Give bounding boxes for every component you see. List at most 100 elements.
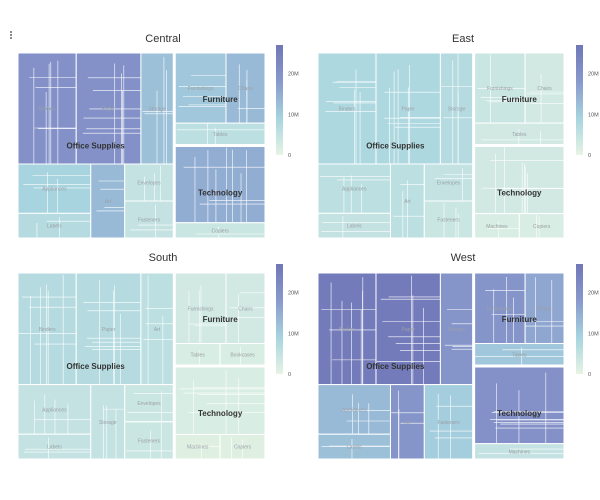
subcategory-label: Labels — [347, 445, 362, 451]
panel-title: Central — [145, 33, 180, 45]
legend-gradient-bar — [276, 264, 283, 374]
subcategory-label: Tables — [512, 132, 527, 138]
category-technology: Machines Technology — [474, 366, 565, 460]
legend-tick-label: 20M — [588, 291, 599, 297]
subcategory-label: Labels — [47, 224, 62, 230]
treemap-tile-storage[interactable] — [90, 384, 126, 460]
treemap-tile-bookcases[interactable] — [219, 343, 266, 366]
subcategory-label: Storage — [99, 420, 117, 426]
treemap-tile-technology[interactable] — [174, 366, 266, 435]
treemap-tile-furnishings[interactable] — [474, 272, 526, 345]
treemap-panel-west: West Binders Paper Storage Appliances Labels A… — [317, 252, 599, 460]
treemap-tile-appliances[interactable] — [317, 163, 391, 214]
treemap-tile-paper[interactable] — [75, 52, 142, 165]
treemap-tile-labels[interactable] — [17, 212, 92, 239]
color-legend: 0 10M 20M — [276, 264, 299, 378]
treemap-tile-storage[interactable] — [439, 272, 474, 386]
treemap-tile-chairs[interactable] — [225, 272, 266, 345]
subcategory-label: Storage — [448, 107, 466, 113]
category-label: Technology — [497, 188, 542, 197]
treemap-tile-labels[interactable] — [317, 212, 391, 239]
category-label: Office Supplies — [366, 142, 425, 151]
treemap-tile-binders[interactable] — [317, 272, 377, 386]
legend-tick-label: 0 — [588, 372, 591, 378]
treemap-tile-technology[interactable] — [474, 366, 565, 445]
category-technology: Copiers Technology — [174, 146, 266, 239]
treemap-tile-fasteners[interactable] — [124, 200, 174, 239]
category-technology: Machines Copiers Technology — [474, 146, 565, 239]
subcategory-label: Chairs — [238, 86, 253, 92]
category-office-supplies: Binders Paper Storage Appliances Labels Art En… — [17, 52, 174, 239]
treemap-tile-paper[interactable] — [375, 272, 441, 386]
treemap-tile-technology[interactable] — [174, 146, 266, 224]
subcategory-label: Paper — [102, 327, 116, 333]
subcategory-label: Paper — [402, 107, 416, 113]
treemap-tile-chairs[interactable] — [524, 52, 565, 124]
treemap-tile-tables[interactable] — [474, 343, 565, 366]
subcategory-label: Labels — [347, 224, 362, 230]
subcategory-label: Art — [105, 199, 112, 205]
category-furniture: Furnishings Chairs Tables Furniture — [474, 52, 565, 146]
subcategory-label: Paper — [402, 327, 416, 333]
treemap-tile-machines[interactable] — [174, 433, 221, 460]
treemap-tile-fasteners[interactable] — [124, 421, 174, 460]
treemap-tile-chairs[interactable] — [225, 52, 266, 124]
treemap-tile-furnishings[interactable] — [474, 52, 526, 124]
treemap-tile-copiers[interactable] — [219, 433, 266, 460]
treemap-tile-copiers[interactable] — [518, 213, 565, 239]
legend-tick-label: 0 — [588, 153, 591, 159]
subcategory-label: Paper — [102, 107, 116, 113]
category-label: Furniture — [203, 315, 239, 324]
treemap-panel-south: South Binders Paper Art Appliances Labels Stor… — [17, 252, 299, 460]
subcategory-label: Furnishings — [188, 86, 214, 92]
treemap-tile-machines[interactable] — [474, 443, 565, 460]
treemap-tile-appliances[interactable] — [17, 384, 92, 435]
subcategory-label: Binders — [339, 327, 356, 333]
treemap-tile-envelopes[interactable] — [124, 163, 174, 202]
treemap-tile-tables[interactable] — [474, 122, 565, 146]
subcategory-label: Tables — [213, 132, 228, 138]
treemap-tile-machines[interactable] — [474, 213, 520, 239]
treemap-tile-fasteners[interactable] — [423, 384, 474, 460]
category-office-supplies: Binders Paper Art Appliances Labels Storage En… — [17, 272, 174, 460]
subcategory-label: Art — [404, 420, 411, 426]
subcategory-label: Copiers — [234, 445, 252, 451]
treemap-tile-appliances[interactable] — [17, 163, 92, 214]
subcategory-label: Binders — [339, 107, 356, 113]
subcategory-label: Binders — [39, 327, 56, 333]
color-legend: 0 10M 20M — [276, 45, 299, 159]
subcategory-label: Appliances — [342, 407, 367, 413]
treemap-tile-technology[interactable] — [474, 146, 565, 215]
subcategory-label: Chairs — [537, 86, 552, 92]
subcategory-label: Fasteners — [138, 438, 161, 444]
treemap-tile-binders[interactable] — [17, 272, 77, 386]
treemap-tile-art[interactable] — [389, 384, 425, 460]
treemap-tile-art[interactable] — [140, 272, 174, 386]
subcategory-label: Fasteners — [437, 218, 460, 224]
category-office-supplies: Binders Paper Storage Appliances Labels Art En… — [317, 52, 474, 239]
legend-gradient-bar — [276, 45, 283, 155]
treemap-tile-binders[interactable] — [317, 52, 377, 165]
legend-gradient-bar — [576, 264, 583, 374]
treemap-tile-storage[interactable] — [439, 52, 474, 165]
treemap-tile-fasteners[interactable] — [423, 200, 474, 239]
treemap-tile-furnishings[interactable] — [174, 272, 227, 345]
subcategory-label: Machines — [187, 445, 209, 451]
category-office-supplies: Binders Paper Storage Appliances Labels Art Fa… — [317, 272, 474, 460]
subcategory-label: Bookcases — [230, 352, 255, 358]
treemap-tile-labels[interactable] — [17, 433, 92, 460]
category-label: Technology — [198, 188, 243, 197]
more-options-icon[interactable] — [8, 30, 14, 42]
treemap-tile-envelopes[interactable] — [423, 163, 474, 202]
subcategory-label: Machines — [486, 224, 508, 230]
treemap-tile-tables[interactable] — [174, 122, 266, 146]
subcategory-label: Tables — [190, 352, 205, 358]
category-technology: Machines Copiers Technology — [174, 366, 266, 460]
treemap-tile-furnishings[interactable] — [174, 52, 227, 124]
category-label: Furniture — [502, 95, 538, 104]
subcategory-label: Storage — [148, 107, 166, 113]
treemap-tile-paper[interactable] — [75, 272, 142, 386]
subcategory-label: Chairs — [537, 306, 552, 312]
treemap-tile-chairs[interactable] — [524, 272, 565, 345]
legend-tick-label: 10M — [588, 112, 599, 118]
